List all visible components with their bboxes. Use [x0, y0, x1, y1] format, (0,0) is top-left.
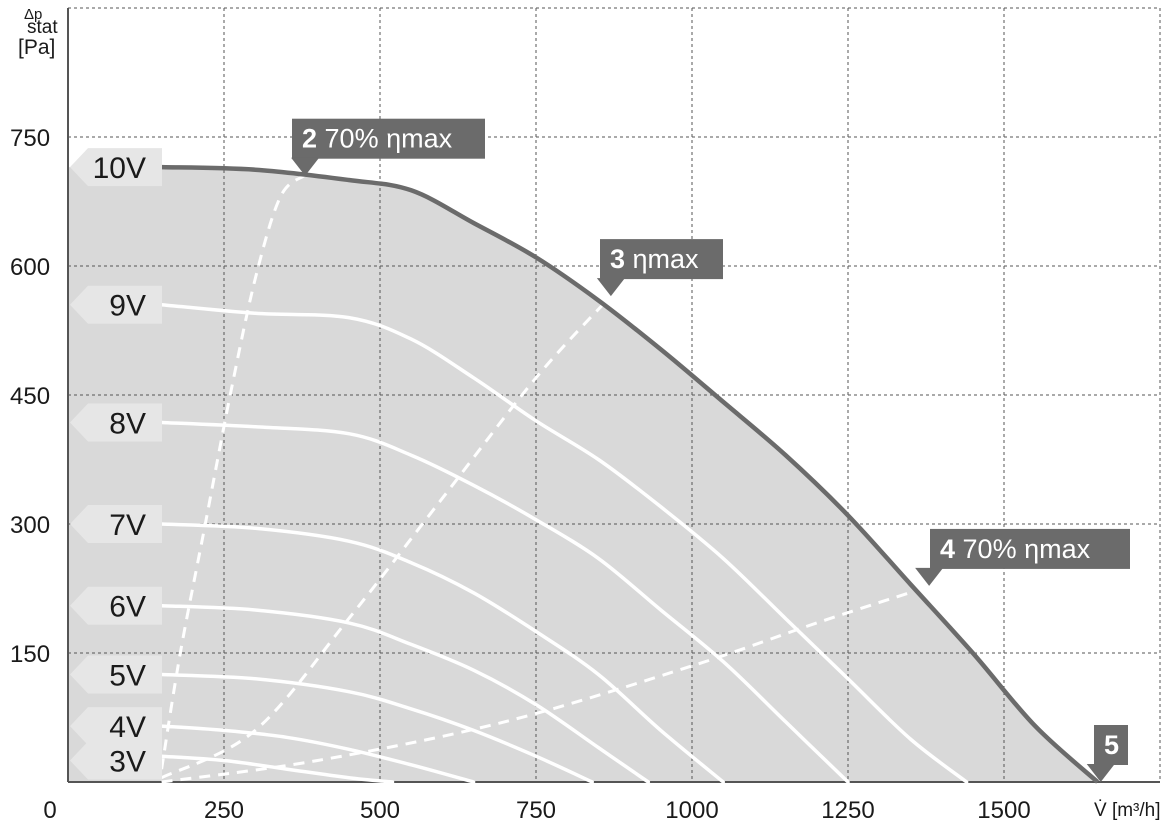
- voltage-label-text: 7V: [109, 509, 146, 542]
- y-tick-label: 300: [10, 512, 50, 539]
- voltage-label-5V: 5V: [70, 655, 162, 694]
- voltage-label-8V: 8V: [70, 403, 162, 442]
- marker-box: [1094, 725, 1128, 765]
- curve-8V: [159, 420, 850, 784]
- voltage-label-9V: 9V: [70, 285, 162, 324]
- max-curve: [161, 164, 1100, 784]
- curve-4V: [159, 724, 476, 784]
- marker-pointer: [291, 157, 320, 176]
- curve-7V: [159, 522, 725, 784]
- x-tick-label: 1250: [821, 797, 874, 824]
- marker-text: 3 ηmax: [610, 244, 699, 274]
- marker-label: ηmax: [625, 244, 699, 274]
- voltage-label-text: 8V: [109, 408, 146, 441]
- y-axis-unit: [Pa]: [18, 36, 55, 59]
- marker-op4: 4 70% ηmax: [915, 528, 1130, 586]
- voltage-label-bg: [70, 148, 162, 187]
- marker-op2: 2 70% ηmax: [291, 118, 485, 176]
- voltage-label-text: 10V: [93, 152, 146, 185]
- marker-label: 70% ηmax: [955, 534, 1091, 564]
- marker-number: 5: [1104, 730, 1119, 760]
- efficiency-line-op4: [161, 587, 924, 784]
- voltage-label-text: 5V: [109, 660, 146, 693]
- tick-labels: 0 250 500 750 1000 1250 1500 150 300 450 600 750: [10, 125, 1031, 824]
- y-tick-label: 450: [10, 383, 50, 410]
- marker-op3: 3 ηmax: [596, 239, 723, 297]
- marker-text: 5: [1104, 730, 1119, 760]
- y-tick-label: 150: [10, 641, 50, 668]
- voltage-label-10V: 10V: [70, 148, 162, 187]
- marker-box: [930, 528, 1130, 569]
- x-tick-label: 750: [516, 797, 556, 824]
- voltage-label-bg: [70, 285, 162, 324]
- curve-6V: [159, 603, 651, 784]
- axes: [67, 8, 1160, 783]
- marker-pointer: [1086, 764, 1115, 782]
- marker-box: [292, 118, 485, 159]
- voltage-label-bg: [70, 403, 162, 442]
- x-tick-label: 1500: [977, 797, 1030, 824]
- x-tick-label: 250: [204, 797, 244, 824]
- operating-area: [68, 167, 1098, 783]
- voltage-label-text: 4V: [109, 711, 146, 744]
- curve-10V: [161, 164, 1100, 784]
- curve-9V: [159, 302, 969, 784]
- marker-text: 2 70% ηmax: [302, 124, 453, 154]
- voltage-label-bg: [70, 707, 162, 746]
- voltage-label-bg: [70, 505, 162, 543]
- y-axis-subscript: stat: [27, 17, 58, 38]
- voltage-curves: [159, 302, 969, 784]
- y-tick-label: 750: [10, 125, 50, 152]
- voltage-label-bg: [70, 741, 162, 780]
- voltage-label-7V: 7V: [70, 505, 162, 543]
- voltage-label-text: 3V: [109, 746, 146, 779]
- y-tick-label: 600: [10, 254, 50, 281]
- voltage-label-bg: [70, 586, 162, 625]
- marker-op5: 5: [1086, 725, 1128, 782]
- marker-number: 3: [610, 244, 625, 274]
- operating-point-markers: 2 70% ηmax 3 ηmax 4 70% ηmax 5: [291, 118, 1130, 782]
- voltage-label-6V: 6V: [70, 586, 162, 625]
- voltage-label-3V: 3V: [70, 741, 162, 780]
- y-axis-symbol: Δp: [24, 6, 42, 23]
- voltage-label-4V: 4V: [70, 707, 162, 746]
- marker-pointer: [915, 567, 944, 586]
- marker-number: 4: [940, 534, 955, 564]
- efficiency-lines: [160, 174, 924, 784]
- marker-text: 4 70% ηmax: [940, 534, 1091, 564]
- x-tick-label: 1000: [665, 797, 718, 824]
- efficiency-line-op3: [160, 295, 613, 780]
- shaded-operating-area: [68, 167, 1098, 783]
- marker-box: [600, 239, 723, 280]
- x-tick-label: 0: [43, 797, 56, 824]
- x-axis-label: V̇ [m³/h]: [1094, 800, 1161, 821]
- voltage-label-text: 6V: [109, 591, 146, 624]
- efficiency-line-op2: [160, 174, 305, 770]
- voltage-label-bg: [70, 655, 162, 694]
- x-tick-label: 500: [360, 797, 400, 824]
- marker-pointer: [596, 278, 625, 297]
- voltage-label-text: 9V: [109, 290, 146, 323]
- marker-number: 2: [302, 124, 317, 154]
- curve-5V: [159, 672, 594, 784]
- marker-label: 70% ηmax: [317, 124, 453, 154]
